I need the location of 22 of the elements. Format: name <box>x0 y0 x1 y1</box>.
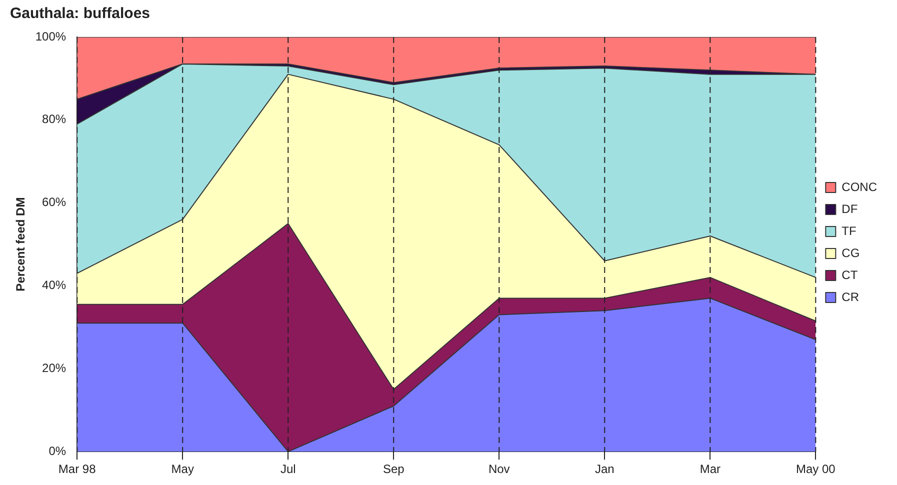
x-tick-label: Mar <box>700 462 720 476</box>
y-axis-title: Percent feed DM <box>14 197 28 292</box>
legend-label: CT <box>842 268 858 282</box>
x-tick-label: Jul <box>280 462 296 476</box>
legend-label: TF <box>842 224 856 238</box>
legend-label: DF <box>842 202 858 216</box>
x-tick-label: Mar 98 <box>58 462 96 476</box>
y-tick-label: 80% <box>42 112 66 126</box>
x-tick-label: Nov <box>488 462 510 476</box>
y-tick-label: 40% <box>42 278 66 292</box>
x-tick-label: May <box>171 462 194 476</box>
y-tick-label: 60% <box>42 195 66 210</box>
x-tick-label: Sep <box>382 462 405 476</box>
legend-label: CG <box>842 246 860 260</box>
x-tick-label: May 00 <box>796 462 836 476</box>
chart-title: Gauthala: buffaloes <box>10 5 150 22</box>
y-tick-label: 20% <box>42 360 66 375</box>
y-tick-label: 100% <box>35 29 66 44</box>
x-tick-label: Jan <box>594 462 614 476</box>
y-tick-label: 0% <box>48 444 66 458</box>
legend-label: CR <box>842 290 860 304</box>
legend-label: CONC <box>842 180 878 194</box>
